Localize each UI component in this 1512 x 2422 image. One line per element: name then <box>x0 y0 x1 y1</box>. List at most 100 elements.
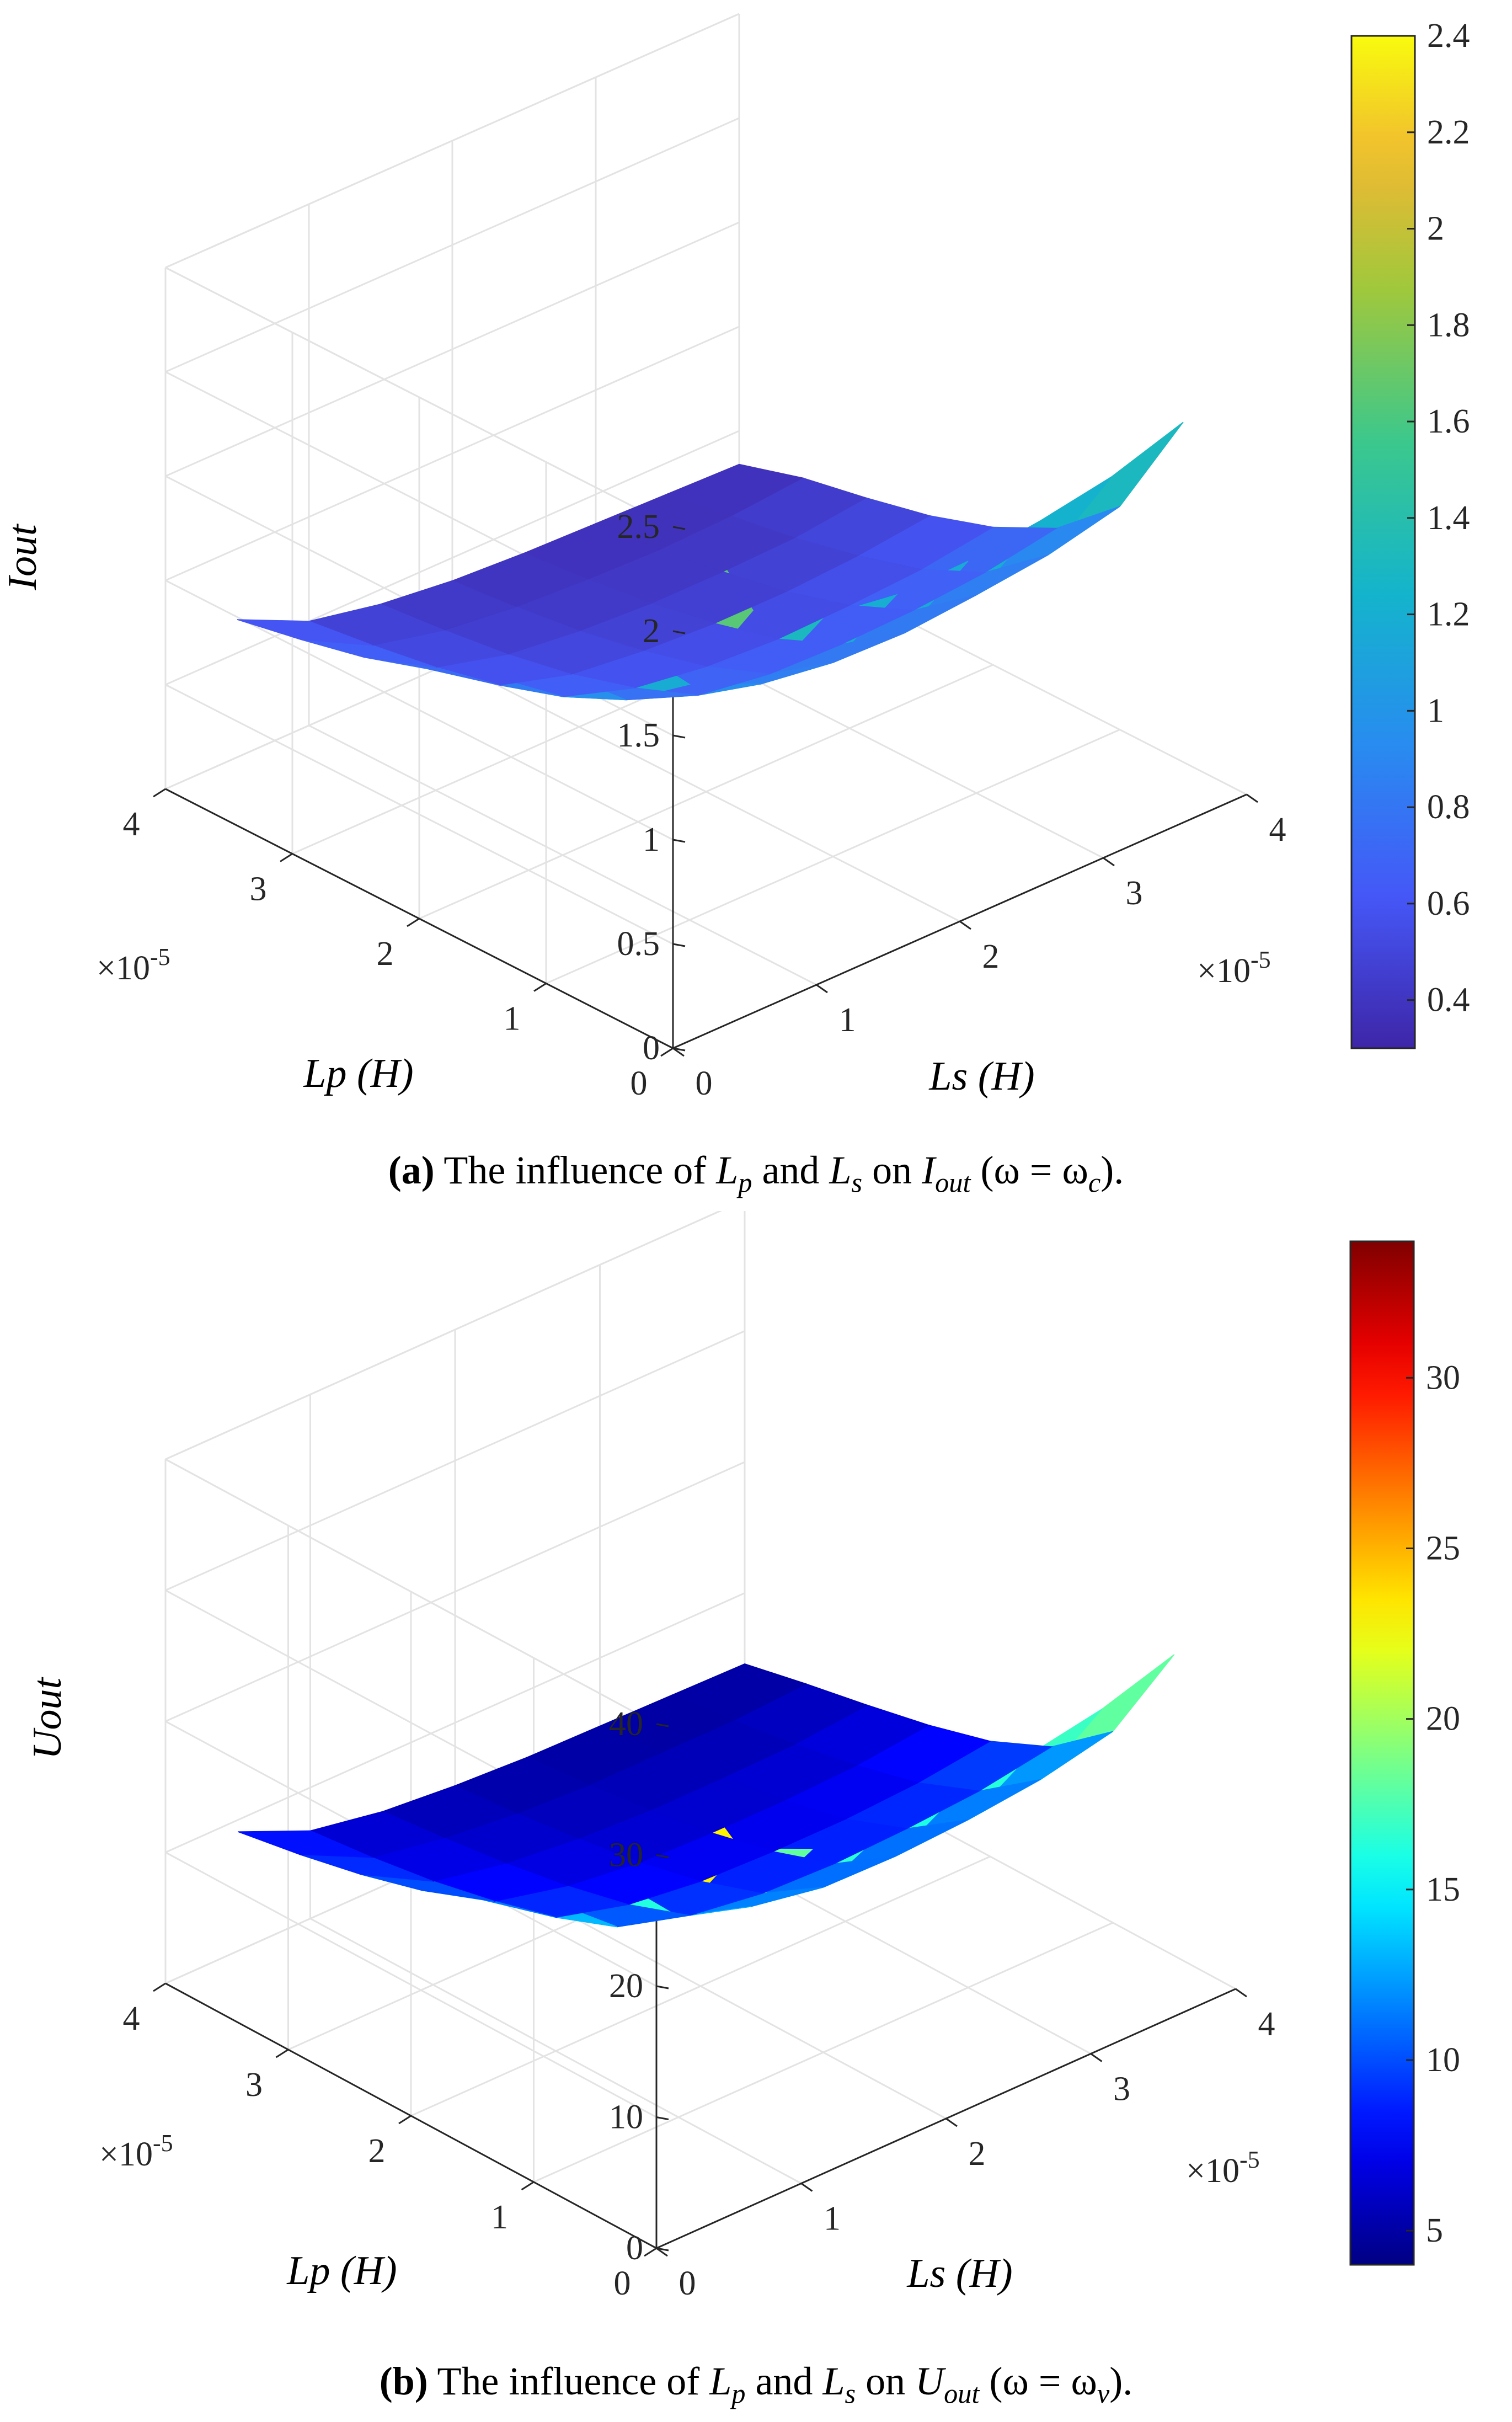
ls-tick-label: 2 <box>969 2135 986 2173</box>
lp-multiplier: ×10-5 <box>97 943 170 987</box>
z-tick-mark <box>672 526 686 530</box>
lp-tick-mark <box>153 1982 166 1992</box>
z-tick-label: 10 <box>609 2099 643 2136</box>
lp-axis-label: Lp (H) <box>303 1051 413 1096</box>
surface <box>237 422 1184 701</box>
panel-b: 0 10 20 30 40 0 1 2 3 4 0 1 2 3 4 ×10-5 ×10-5 Uout Lp (H) L… <box>0 1211 1512 2422</box>
colorbar-tick-label: 1.4 <box>1427 499 1470 537</box>
lp-tick-label: 1 <box>491 2199 508 2236</box>
z-tick-mark <box>656 1723 669 1727</box>
ls-tick-mark <box>1090 2053 1103 2062</box>
axis-labels: Iout Lp (H) Ls (H) <box>0 523 1035 1099</box>
z-tick-label: 1.5 <box>617 717 660 754</box>
ls-multiplier: ×10-5 <box>1197 946 1271 990</box>
colorbar-tick-label: 0.4 <box>1427 981 1470 1019</box>
z-axis-label: Iout <box>0 523 45 591</box>
lp-axis-label: Lp (H) <box>286 2248 397 2293</box>
surface-plot-iout: 0 0.5 1 1.5 2 2.5 0 1 2 3 4 0 1 2 3 4 ×10-5 ×10-5 Iout Lp (… <box>0 13 1470 1102</box>
z-tick-mark <box>672 839 686 843</box>
ls-axis-label: Ls (H) <box>928 1054 1034 1099</box>
z-tick-label: 2 <box>643 612 660 650</box>
colorbar-tick-label: 30 <box>1426 1359 1460 1396</box>
colorbar-gradient <box>1349 1240 1415 2266</box>
ls-tick-mark <box>1246 793 1258 803</box>
colorbar-tick-label: 2.2 <box>1427 114 1470 151</box>
colorbar-tick-label: 1.2 <box>1427 596 1470 633</box>
colorbar-tick-label: 2 <box>1427 210 1444 248</box>
z-tick-label: 40 <box>609 1705 643 1743</box>
ls-tick-label: 4 <box>1269 811 1286 849</box>
z-tick-mark <box>656 1854 669 1858</box>
z-tick-mark <box>672 734 686 739</box>
z-tick-label: 0 <box>643 1029 660 1067</box>
colorbar-gradient <box>1350 35 1416 1049</box>
lp-tick-label: 2 <box>368 2132 386 2170</box>
z-tick-mark <box>672 943 686 947</box>
z-tick-label: 1 <box>643 821 660 858</box>
colorbar-tick-label: 1 <box>1427 692 1444 729</box>
lp-tick-mark <box>275 2048 289 2058</box>
colorbar-tick-label: 25 <box>1426 1530 1460 1567</box>
surface-patch <box>237 619 373 646</box>
lp-tick-label: 2 <box>377 935 394 973</box>
colorbar-tick-label: 10 <box>1426 2041 1460 2079</box>
axis-labels: Uout Lp (H) Ls (H) <box>25 1677 1013 2296</box>
ls-tick-label: 1 <box>839 1001 856 1039</box>
lp-tick-mark <box>153 788 166 798</box>
lp-tick-label: 4 <box>123 805 140 843</box>
colorbar-tick-label: 1.8 <box>1427 306 1470 344</box>
colorbar: 0.4 0.6 0.8 1 1.2 1.4 1.6 1.8 2 2.2 2.4 <box>1350 17 1470 1049</box>
ls-tick-mark <box>1103 857 1115 867</box>
z-tick-label: 20 <box>609 1967 643 2005</box>
z-tick-mark <box>672 1047 686 1052</box>
top-edge <box>165 1211 722 1460</box>
ls-axis-label: Ls (H) <box>906 2251 1012 2296</box>
colorbar: 5 10 15 20 25 30 <box>1349 1240 1460 2266</box>
tick-labels: 0 0.5 1 1.5 2 2.5 0 1 2 3 4 0 1 2 3 4 ×10-5 ×10-5 <box>97 508 1286 1102</box>
lp-tick-mark <box>521 2181 535 2191</box>
z-tick-mark <box>656 2247 669 2252</box>
lp-tick-label: 3 <box>245 2066 263 2104</box>
lp-tick-mark <box>398 2115 412 2125</box>
ls-multiplier: ×10-5 <box>1186 2146 1260 2190</box>
colorbar-tick-label: 5 <box>1426 2212 1443 2249</box>
z-tick-label: 30 <box>609 1837 643 1874</box>
panel-a: 0 0.5 1 1.5 2 2.5 0 1 2 3 4 0 1 2 3 4 ×10-5 ×10-5 Iout Lp (… <box>0 13 1470 1198</box>
caption-b: (b) The influence of Lp and Ls on Uout (… <box>379 2359 1133 2409</box>
lp-multiplier: ×10-5 <box>99 2130 173 2173</box>
colorbar-tick-label: 20 <box>1426 1700 1460 1738</box>
ls-tick-label: 0 <box>696 1065 713 1102</box>
ls-tick-mark <box>816 984 828 994</box>
lp-tick-mark <box>280 853 293 862</box>
lp-tick-mark <box>644 2247 657 2257</box>
floor-gridline <box>452 661 960 922</box>
caption-a: (a) The influence of Lp and Ls on Iout (… <box>388 1148 1124 1198</box>
ls-tick-mark <box>959 920 971 930</box>
ls-tick-label: 1 <box>824 2200 841 2238</box>
ls-tick-label: 0 <box>679 2265 696 2302</box>
lp-tick-label: 3 <box>250 871 267 908</box>
ls-tick-label: 4 <box>1258 2005 1275 2043</box>
caption-b-label: (b) <box>379 2359 428 2403</box>
z-tick-label: 0 <box>626 2229 643 2267</box>
ls-tick-label: 3 <box>1113 2071 1130 2108</box>
ls-tick-mark <box>945 2117 958 2127</box>
ls-tick-mark <box>672 1047 685 1057</box>
lp-tick-label: 1 <box>504 1000 521 1038</box>
caption-a-label: (a) <box>388 1148 435 1192</box>
colorbar-tick-label: 1.6 <box>1427 403 1470 440</box>
ls-tick-mark <box>1235 1988 1247 1998</box>
colorbar-tick-label: 2.4 <box>1427 17 1470 55</box>
lp-tick-mark <box>533 983 547 992</box>
ls-tick-mark <box>656 2247 668 2257</box>
top-edge <box>165 13 740 269</box>
z-tick-label: 0.5 <box>617 925 660 963</box>
lp-tick-mark <box>407 917 420 927</box>
lp-tick-label: 4 <box>123 2000 140 2037</box>
colorbar-tick-label: 0.6 <box>1427 885 1470 922</box>
lp-tick-mark <box>660 1047 674 1057</box>
colorbar-tick-label: 15 <box>1426 1871 1460 1908</box>
colorbar-tick-label: 0.8 <box>1427 788 1470 826</box>
z-tick-mark <box>656 1985 669 1989</box>
